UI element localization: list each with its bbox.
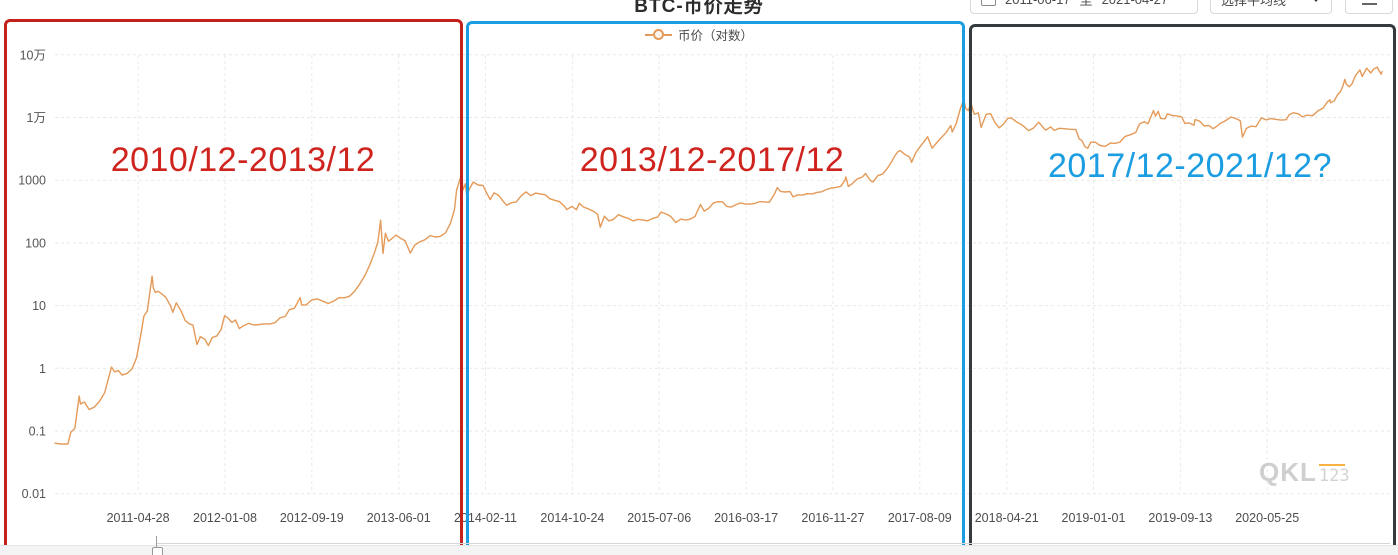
legend-label: 币价（对数） [677,29,753,43]
moving-average-select-label: 选择平均线 [1221,0,1287,8]
x-axis-tick-label: 2017-08-09 [888,511,952,525]
y-axis-tick-label: 1万 [27,111,46,125]
cycle-box-2017-2021 [969,24,1396,555]
x-axis-tick-label: 2019-09-13 [1148,511,1212,525]
y-axis-tick-label: 1 [39,362,46,376]
x-axis-tick-label: 2020-05-25 [1235,511,1299,525]
calendar-icon [981,0,996,6]
datazoom-strip [0,545,1398,555]
price-line-series [54,66,1383,445]
y-axis-tick-label: 100 [25,236,46,250]
date-start-value[interactable]: 2011-06-17 [1005,0,1071,7]
legend-item-price[interactable]: 币价（对数） [0,25,1398,44]
x-axis-tick-label: 2014-02-11 [454,511,517,525]
y-axis-tick-label: 1000 [18,174,46,188]
date-separator: 至 [1079,0,1093,8]
y-axis-tick-label: 10 [32,299,46,313]
chevron-down-icon [1311,0,1321,2]
x-axis-tick-label: 2016-03-17 [714,511,778,525]
cycle-box-2013-2017 [466,21,965,555]
hamburger-icon [1361,0,1377,5]
moving-average-select[interactable]: 选择平均线 [1210,0,1332,14]
menu-button[interactable] [1345,0,1393,14]
datazoom-handle-stem [156,536,157,548]
date-range-picker[interactable]: 2011-06-17 至 2021-04-27 [970,0,1198,14]
datazoom-left-handle[interactable] [152,547,163,555]
date-end-value[interactable]: 2021-04-27 [1102,0,1169,7]
x-axis-tick-label: 2019-01-01 [1062,511,1126,525]
annotation-cycle-3: 2017/12-2021/12? [1047,147,1333,185]
cycle-box-2010-2013 [4,19,463,555]
watermark-digits: 123 [1318,464,1350,486]
x-axis-tick-label: 2016-11-27 [801,511,864,525]
x-axis-tick-label: 2012-09-19 [280,511,344,525]
page-title: BTC-币价走势 [634,0,764,17]
qkl123-logo: QKL 123 [1259,459,1350,485]
y-axis-tick-label: 0.01 [22,487,46,501]
x-axis-tick-label: 2015-07-06 [627,511,691,525]
y-axis-tick-label: 10万 [20,48,46,62]
annotation-cycle-2: 2013/12-2017/12 [579,141,845,179]
x-axis-tick-label: 2014-10-24 [540,511,604,525]
watermark-text: QKL [1259,457,1317,487]
x-axis-tick-label: 2013-06-01 [367,511,431,525]
line-series-marker-icon [644,29,672,40]
y-axis-tick-label: 0.1 [29,425,46,439]
x-axis-tick-label: 2011-04-28 [107,511,170,525]
x-axis-tick-label: 2018-04-21 [975,511,1039,525]
datazoom-track[interactable] [157,543,1390,544]
annotation-cycle-1: 2010/12-2013/12 [110,141,376,179]
x-axis-tick-label: 2012-01-08 [193,511,257,525]
